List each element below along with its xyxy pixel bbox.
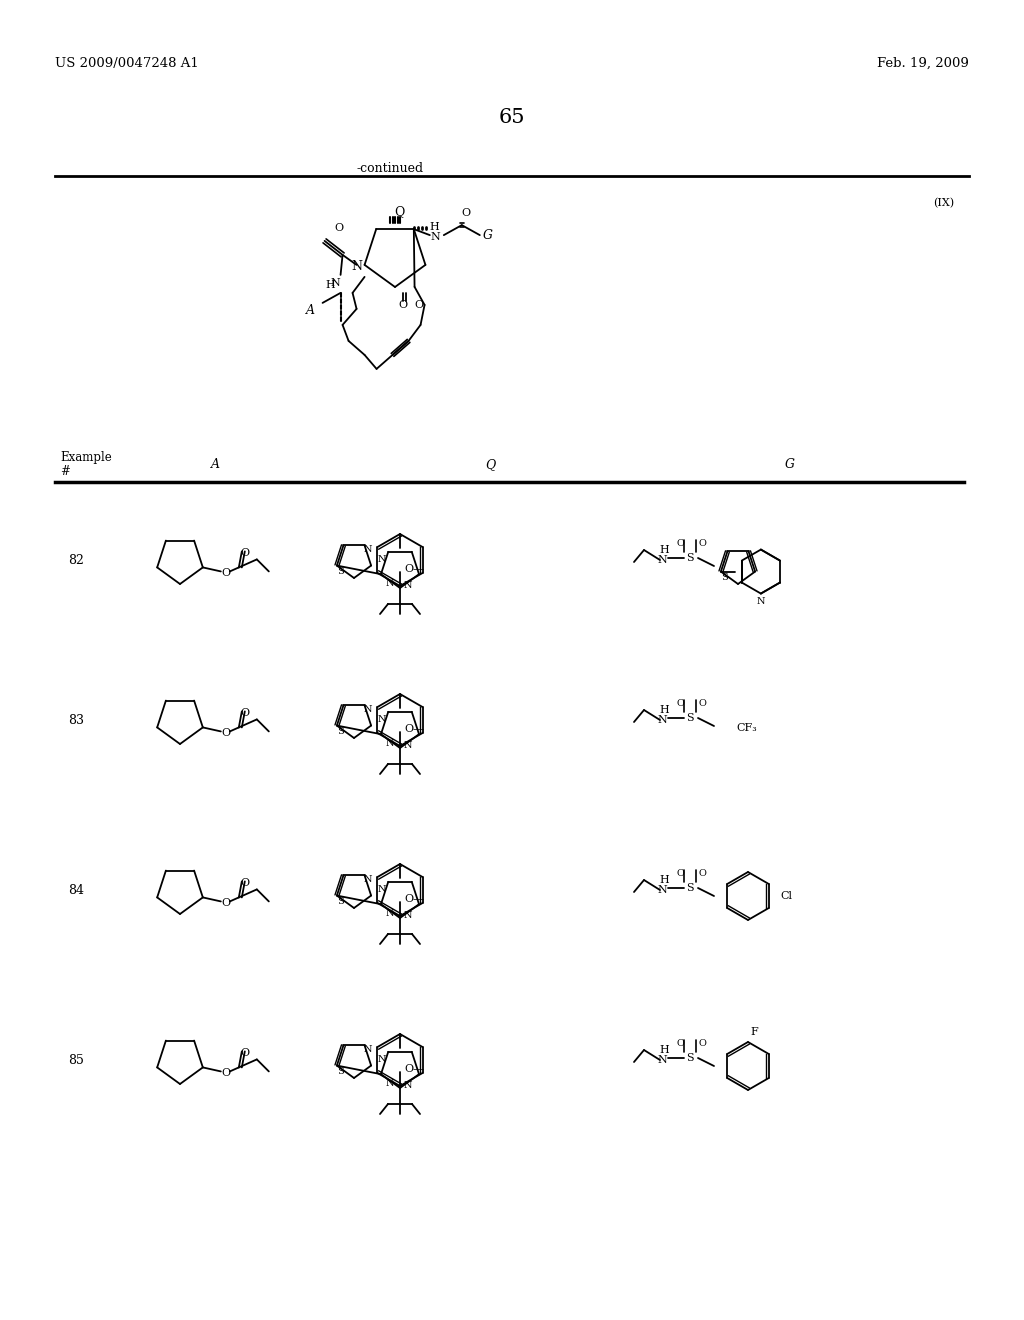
Text: Feb. 19, 2009: Feb. 19, 2009	[878, 57, 969, 70]
Text: O: O	[221, 899, 230, 908]
Text: N: N	[657, 715, 667, 725]
Text: O: O	[415, 300, 424, 310]
Text: G: G	[482, 228, 493, 242]
Text: S: S	[337, 568, 343, 577]
Text: O: O	[698, 1040, 706, 1048]
Text: O: O	[221, 729, 230, 738]
Text: S: S	[337, 727, 343, 737]
Text: O: O	[676, 870, 684, 879]
Text: N: N	[378, 715, 386, 725]
Text: N: N	[403, 582, 413, 590]
Text: N: N	[364, 545, 373, 554]
Text: N: N	[386, 739, 394, 748]
Text: N: N	[378, 886, 386, 895]
Text: S: S	[337, 898, 343, 907]
Text: N: N	[431, 232, 440, 242]
Text: O—: O—	[404, 723, 424, 734]
Text: 85: 85	[68, 1053, 84, 1067]
Text: O: O	[676, 700, 684, 709]
Text: Cl: Cl	[780, 891, 792, 902]
Text: S: S	[337, 1068, 343, 1077]
Text: A: A	[211, 458, 219, 471]
Text: H: H	[659, 1045, 669, 1055]
Text: N: N	[364, 705, 373, 714]
Text: #: #	[60, 465, 70, 478]
Text: O: O	[398, 300, 408, 310]
Text: O—: O—	[404, 564, 424, 574]
Text: S: S	[686, 1053, 694, 1063]
Text: H: H	[326, 280, 336, 290]
Text: N: N	[657, 884, 667, 895]
Text: O: O	[241, 1048, 250, 1059]
Text: A: A	[306, 305, 315, 317]
Text: Q: Q	[485, 458, 496, 471]
Text: N: N	[403, 1081, 413, 1090]
Text: H: H	[659, 875, 669, 884]
Text: (IX): (IX)	[933, 198, 954, 209]
Text: N: N	[757, 597, 765, 606]
Text: O: O	[221, 569, 230, 578]
Text: O: O	[698, 870, 706, 879]
Text: O: O	[676, 1040, 684, 1048]
Text: N: N	[386, 1080, 394, 1089]
Text: 84: 84	[68, 883, 84, 896]
Text: N: N	[403, 912, 413, 920]
Text: N: N	[331, 279, 340, 288]
Text: N: N	[386, 579, 394, 589]
Text: O: O	[241, 548, 250, 558]
Text: N: N	[657, 1055, 667, 1065]
Text: 83: 83	[68, 714, 84, 726]
Text: S: S	[686, 713, 694, 723]
Text: N: N	[403, 742, 413, 751]
Text: H: H	[429, 222, 438, 232]
Text: O—: O—	[404, 1064, 424, 1074]
Text: G: G	[785, 458, 795, 471]
Text: O—: O—	[404, 894, 424, 904]
Text: O: O	[241, 878, 250, 888]
Text: F: F	[751, 1027, 758, 1038]
Text: O: O	[698, 540, 706, 549]
Text: N: N	[364, 875, 373, 884]
Text: S: S	[686, 553, 694, 564]
Text: 82: 82	[68, 553, 84, 566]
Text: N: N	[386, 909, 394, 919]
Text: US 2009/0047248 A1: US 2009/0047248 A1	[55, 57, 199, 70]
Text: N: N	[351, 260, 362, 273]
Text: N: N	[378, 1056, 386, 1064]
Text: S: S	[721, 573, 727, 582]
Text: O: O	[698, 700, 706, 709]
Text: O: O	[461, 209, 470, 218]
Text: N: N	[378, 556, 386, 565]
Text: O: O	[221, 1068, 230, 1078]
Text: 65: 65	[499, 108, 525, 127]
Text: -continued: -continued	[356, 162, 424, 176]
Text: CF₃: CF₃	[736, 723, 757, 733]
Text: O: O	[241, 709, 250, 718]
Text: Example: Example	[60, 451, 112, 465]
Text: Q: Q	[394, 206, 404, 219]
Text: H: H	[659, 545, 669, 554]
Text: O: O	[676, 540, 684, 549]
Text: N: N	[657, 554, 667, 565]
Text: S: S	[686, 883, 694, 894]
Text: N: N	[364, 1045, 373, 1055]
Text: O: O	[334, 223, 343, 232]
Text: H: H	[659, 705, 669, 715]
